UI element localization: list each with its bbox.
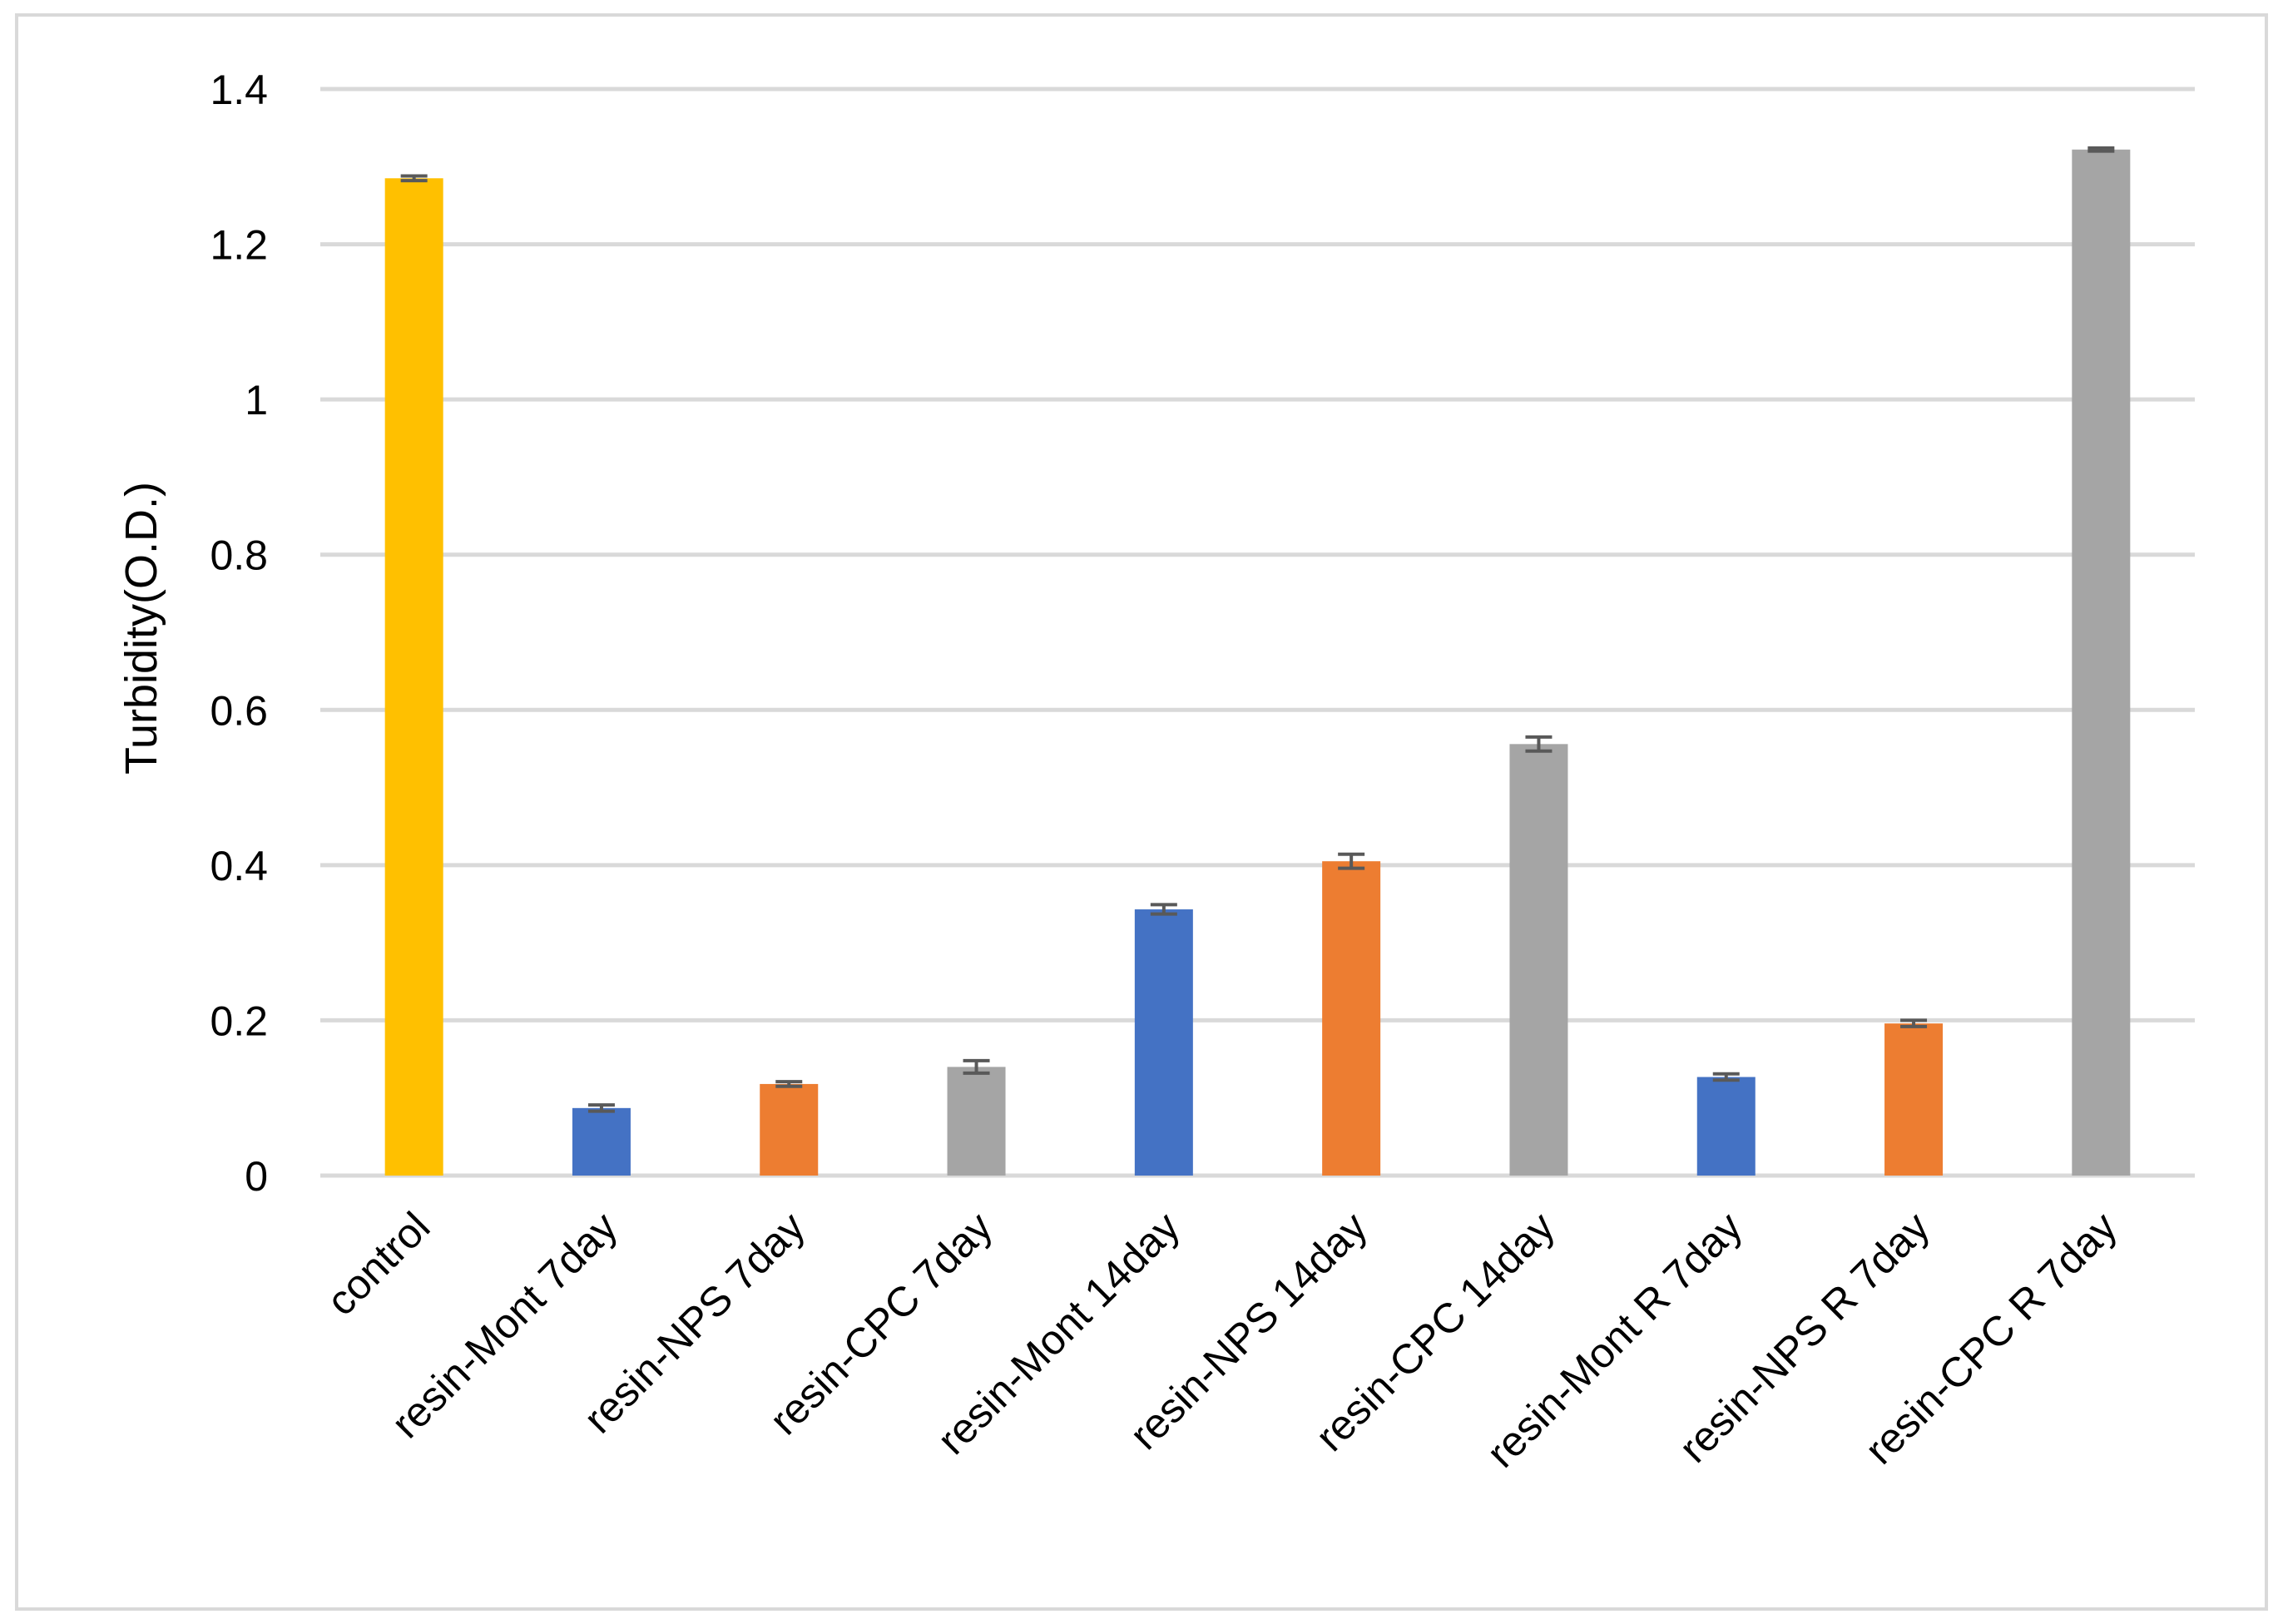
bar-1: [572, 1107, 631, 1176]
bar-8: [1884, 1023, 1944, 1176]
error-bar-4: [1150, 903, 1177, 916]
bar-2: [760, 1083, 819, 1176]
y-axis-ticks: 0 0.2 0.4 0.6 0.8 1 1.2 1.4: [210, 67, 268, 1200]
bar-0: [384, 178, 443, 1176]
error-bars: [400, 146, 2115, 1113]
y-tick-label-1: 0.2: [210, 998, 268, 1044]
y-tick-label-6: 1.2: [210, 222, 268, 269]
bar-7: [1696, 1077, 1756, 1176]
y-tick-label-2: 0.4: [210, 843, 268, 889]
bar-5: [1322, 861, 1381, 1176]
error-bar-0: [400, 174, 428, 183]
error-bar-6: [1525, 735, 1553, 753]
error-bar-5: [1338, 852, 1365, 870]
error-bar-2: [775, 1080, 803, 1088]
bar-4: [1134, 909, 1193, 1176]
y-tick-label-4: 0.8: [210, 532, 268, 579]
bar-3: [947, 1067, 1006, 1176]
gridlines: [320, 87, 2195, 1178]
error-bar-7: [1712, 1072, 1740, 1082]
y-axis-title: Turbidity(O.D.): [116, 482, 166, 775]
y-tick-label-3: 0.6: [210, 687, 268, 734]
bar-9: [2072, 149, 2131, 1176]
error-bar-3: [963, 1058, 990, 1075]
error-bar-8: [1900, 1018, 1928, 1028]
bar-6: [1509, 744, 1568, 1176]
y-tick-label-5: 1: [245, 377, 268, 423]
error-bar-9: [2087, 146, 2115, 153]
bars: [384, 149, 2131, 1176]
y-tick-label-7: 1.4: [210, 67, 268, 113]
y-tick-label-0: 0: [245, 1153, 268, 1200]
error-bar-1: [587, 1103, 615, 1113]
